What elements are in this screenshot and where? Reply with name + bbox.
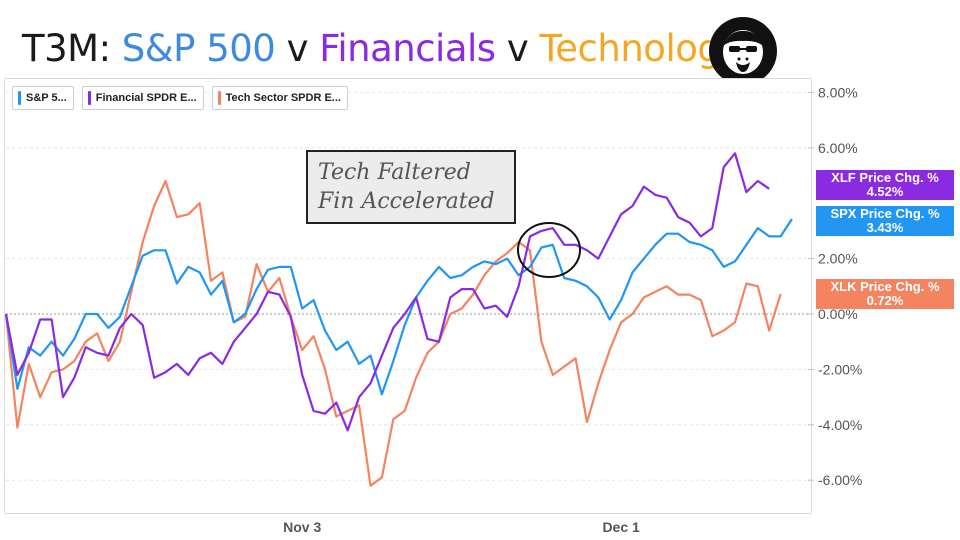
title-spx: S&P 500 (121, 27, 276, 70)
y-tick-label: 8.00% (818, 84, 858, 100)
legend-item-spx[interactable]: S&P 5... (12, 86, 74, 110)
legend-label-xlk: Tech Sector SPDR E... (225, 92, 341, 104)
xlk-label-value: 0.72% (866, 293, 904, 308)
title-sep-1: v (275, 27, 320, 70)
legend-swatch-xlk (217, 91, 221, 105)
legend-label-spx: S&P 5... (26, 92, 67, 104)
y-tick-label: -6.00% (818, 472, 862, 488)
legend-swatch-spx (18, 91, 21, 105)
legend-label-xlf: Financial SPDR E... (95, 92, 197, 104)
series-line-xlf (4, 152, 770, 432)
y-tick-label: 6.00% (818, 140, 858, 156)
title-fin: Financials (319, 27, 496, 70)
series-line-spx (4, 218, 793, 396)
y-tick-label: 0.00% (818, 306, 858, 322)
y-tick-label: -4.00% (818, 417, 862, 433)
spx-label-value: 3.43% (866, 220, 904, 235)
title-tech: Technology (539, 27, 742, 70)
legend-item-xlk[interactable]: Tech Sector SPDR E... (211, 86, 348, 110)
legend-item-xlf[interactable]: Financial SPDR E... (81, 86, 204, 110)
annotation-line-1: Tech Faltered (318, 160, 471, 185)
xlf-label-value: 4.52% (866, 184, 904, 199)
xlk-label-title: XLK Price Chg. % (830, 279, 940, 294)
x-tick-label: Dec 1 (602, 519, 640, 535)
xlf-price-label: XLF Price Chg. % 4.52% (816, 170, 954, 200)
chart-title: T3M: S&P 500 v Financials v Technology (22, 26, 742, 72)
x-tick-label: Nov 3 (283, 519, 321, 535)
xlf-label-title: XLF Price Chg. % (831, 170, 939, 185)
gorilla-logo-icon (709, 17, 777, 85)
y-tick-label: 2.00% (818, 251, 858, 267)
legend: S&P 5... Financial SPDR E... Tech Sector… (12, 86, 348, 110)
spx-price-label: SPX Price Chg. % 3.43% (816, 206, 954, 236)
series-line-xlk (4, 179, 782, 487)
spx-label-title: SPX Price Chg. % (830, 206, 940, 221)
y-tick-label: -2.00% (818, 361, 862, 377)
xlk-price-label: XLK Price Chg. % 0.72% (816, 279, 954, 309)
title-sep-2: v (495, 27, 540, 70)
title-prefix: T3M: (22, 27, 122, 70)
legend-swatch-xlf (87, 91, 91, 105)
annotation-line-2: Fin Accelerated (318, 189, 495, 214)
annotation-box: Tech Faltered Fin Accelerated (306, 150, 516, 224)
crossover-highlight-circle (517, 222, 581, 278)
